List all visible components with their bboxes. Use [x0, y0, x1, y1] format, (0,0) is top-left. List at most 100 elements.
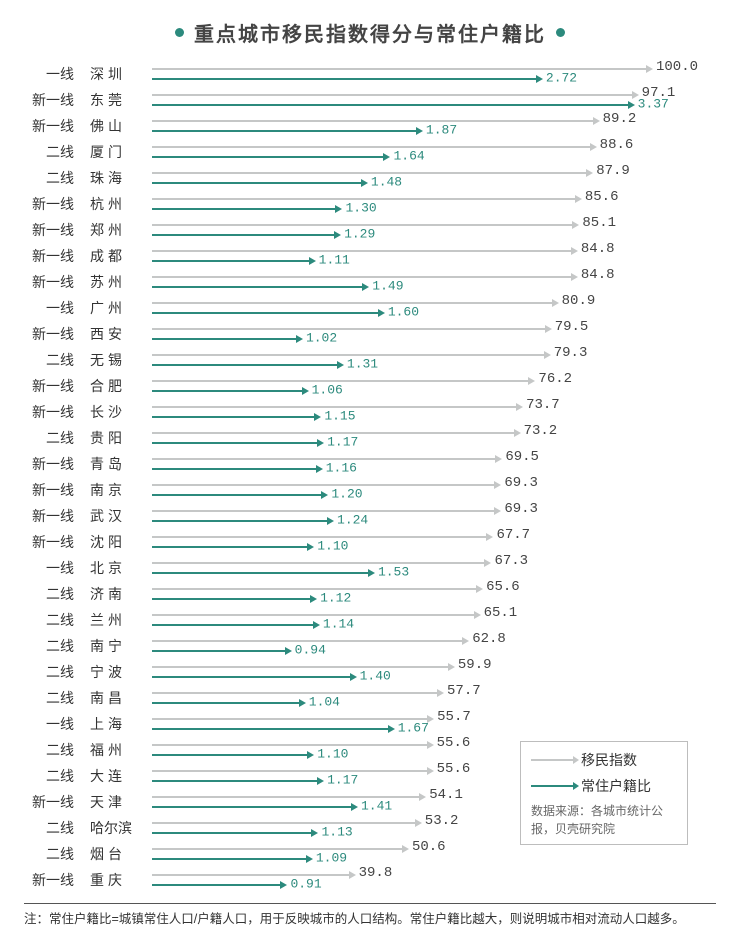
bar-area: 80.91.60 [152, 295, 716, 321]
city-label: 深圳 [90, 64, 152, 84]
index-arrow [152, 588, 476, 590]
tier-label: 一线 [24, 714, 90, 734]
data-row: 新一线成都84.81.11 [24, 243, 716, 269]
ratio-arrow [152, 338, 296, 340]
index-value: 88.6 [600, 137, 634, 153]
ratio-value: 1.15 [324, 408, 355, 423]
index-value: 65.6 [486, 579, 520, 595]
ratio-arrow [152, 130, 416, 132]
ratio-value: 1.11 [319, 252, 350, 267]
index-value: 57.7 [447, 683, 481, 699]
city-label: 南宁 [90, 636, 152, 656]
ratio-value: 1.13 [321, 824, 352, 839]
tier-label: 新一线 [24, 870, 90, 890]
data-row: 二线无锡79.31.31 [24, 347, 716, 373]
ratio-arrow [152, 312, 378, 314]
index-value: 80.9 [562, 293, 596, 309]
city-label: 苏州 [90, 272, 152, 292]
ratio-value: 1.41 [361, 798, 392, 813]
tier-label: 二线 [24, 142, 90, 162]
bar-area: 65.61.12 [152, 581, 716, 607]
tier-label: 二线 [24, 584, 90, 604]
tier-label: 新一线 [24, 532, 90, 552]
index-value: 67.3 [494, 553, 528, 569]
ratio-arrow [152, 572, 368, 574]
data-row: 二线南宁62.80.94 [24, 633, 716, 659]
city-label: 杭州 [90, 194, 152, 214]
index-arrow [152, 120, 593, 122]
bar-area: 85.61.30 [152, 191, 716, 217]
ratio-arrow [152, 156, 383, 158]
index-arrow [152, 172, 586, 174]
legend-row-ratio: 常住户籍比 [531, 776, 677, 796]
ratio-value: 2.72 [546, 70, 577, 85]
ratio-arrow [152, 286, 362, 288]
title-dot-right [556, 28, 565, 37]
data-row: 二线厦门88.61.64 [24, 139, 716, 165]
ratio-value: 1.17 [327, 434, 358, 449]
index-value: 87.9 [596, 163, 630, 179]
index-value: 54.1 [429, 787, 463, 803]
city-label: 成都 [90, 246, 152, 266]
index-value: 65.1 [484, 605, 518, 621]
tier-label: 二线 [24, 636, 90, 656]
ratio-arrow [152, 806, 351, 808]
data-row: 新一线西安79.51.02 [24, 321, 716, 347]
index-value: 76.2 [538, 371, 572, 387]
tier-label: 新一线 [24, 116, 90, 136]
tier-label: 二线 [24, 844, 90, 864]
city-label: 东莞 [90, 90, 152, 110]
ratio-value: 1.31 [347, 356, 378, 371]
tier-label: 二线 [24, 766, 90, 786]
ratio-arrow [152, 858, 306, 860]
ratio-value: 1.40 [360, 668, 391, 683]
index-arrow [152, 562, 484, 564]
index-arrow [152, 666, 448, 668]
index-arrow [152, 94, 632, 96]
city-label: 福州 [90, 740, 152, 760]
data-row: 新一线青岛69.51.16 [24, 451, 716, 477]
index-arrow [152, 614, 474, 616]
tier-label: 新一线 [24, 272, 90, 292]
data-row: 新一线郑州85.11.29 [24, 217, 716, 243]
index-arrow [152, 718, 427, 720]
tier-label: 二线 [24, 610, 90, 630]
ratio-arrow [152, 598, 310, 600]
ratio-arrow [152, 182, 361, 184]
bar-area: 79.51.02 [152, 321, 716, 347]
index-arrow [152, 770, 427, 772]
index-value: 67.7 [496, 527, 530, 543]
bar-area: 79.31.31 [152, 347, 716, 373]
ratio-value: 1.10 [317, 746, 348, 761]
ratio-value: 1.87 [426, 122, 457, 137]
index-arrow [152, 250, 571, 252]
title-dot-left [175, 28, 184, 37]
bar-area: 88.61.64 [152, 139, 716, 165]
ratio-value: 1.17 [327, 772, 358, 787]
index-arrow [152, 276, 571, 278]
data-row: 一线北京67.31.53 [24, 555, 716, 581]
ratio-value: 1.53 [378, 564, 409, 579]
bar-area: 73.21.17 [152, 425, 716, 451]
city-label: 烟台 [90, 844, 152, 864]
index-value: 62.8 [472, 631, 506, 647]
city-label: 珠海 [90, 168, 152, 188]
data-row: 新一线合肥76.21.06 [24, 373, 716, 399]
index-arrow [152, 484, 494, 486]
ratio-arrow [152, 546, 307, 548]
data-row: 二线济南65.61.12 [24, 581, 716, 607]
city-label: 武汉 [90, 506, 152, 526]
ratio-arrow [152, 390, 302, 392]
tier-label: 二线 [24, 740, 90, 760]
index-arrow [152, 692, 437, 694]
bar-area: 67.3 1.53 [152, 555, 716, 581]
index-value: 85.6 [585, 189, 619, 205]
data-row: 一线广州80.91.60 [24, 295, 716, 321]
legend-index-label: 移民指数 [581, 750, 637, 770]
data-row: 二线兰州65.11.14 [24, 607, 716, 633]
tier-label: 一线 [24, 64, 90, 84]
city-label: 沈阳 [90, 532, 152, 552]
data-row: 新一线南京69.31.20 [24, 477, 716, 503]
index-value: 69.5 [505, 449, 539, 465]
city-label: 合肥 [90, 376, 152, 396]
